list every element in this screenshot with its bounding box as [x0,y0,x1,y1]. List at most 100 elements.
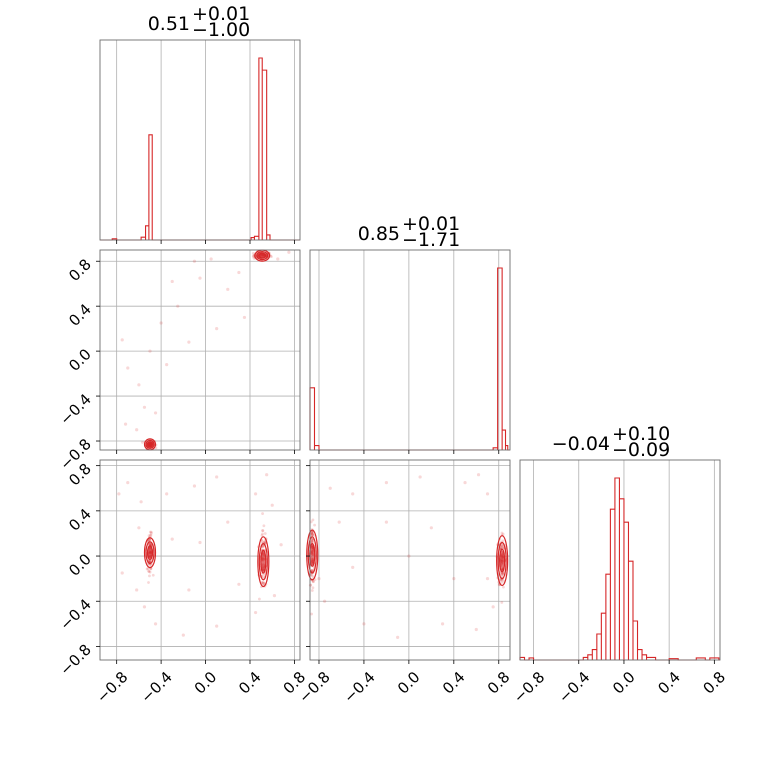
cluster-point [148,559,152,563]
scatter-point-1 [139,500,143,504]
density-core [261,551,266,572]
cluster-point [149,567,153,571]
density-contour-0 [146,441,154,448]
cluster-point [148,543,152,546]
scatter-point-1 [351,492,355,496]
scatter-point-19 [142,605,147,609]
scatter-point-10 [181,633,185,637]
cluster-point [500,580,504,584]
scatter-point-3 [418,475,422,479]
cluster-point [310,538,314,542]
scatter-point-18 [337,520,341,524]
scatter-point-8 [253,610,258,615]
density-core [259,253,266,258]
cluster-point [148,530,152,534]
density-contour-0 [260,549,267,574]
panel-2-2: −0.8 −0.4 0.0 0.4 0.8 [510,459,729,707]
scatter-point-14 [170,537,174,541]
scatter-point-4 [120,338,124,342]
cluster-point [500,531,504,535]
scatter-point-19 [287,250,291,254]
cluster-point [501,571,505,575]
cluster-point [310,531,313,535]
scatter-point-8 [153,411,158,415]
cluster-point [310,569,314,572]
histogram-param-1 [309,267,510,451]
cluster-point [311,518,315,522]
panel-frame [99,39,301,241]
cluster-point [500,544,504,548]
cluster-point [149,559,152,563]
scatter-point-11 [323,599,327,603]
title-minus-error: −1.71 [402,229,460,251]
cluster-point [263,541,267,545]
cluster-point [149,531,153,535]
scatter-point-13 [237,270,241,275]
title-param-0: 0.51 +0.01−1.00 [148,3,251,41]
y-tick-label-3: 0.4 [65,300,95,330]
cluster-point [145,567,149,571]
cluster-point [500,571,504,575]
cluster-point [147,539,151,542]
cluster-point [147,559,151,563]
cluster-point [311,533,314,537]
scatter-point-9 [215,624,219,628]
scatter-point-8 [440,622,445,626]
cluster-point [146,567,150,571]
density-contour-2 [257,536,270,588]
panel-frame [309,249,511,451]
scatter-point-2 [384,480,389,485]
density-core [147,546,153,559]
scatter-point-0 [126,480,130,485]
cluster-point [310,569,314,572]
cluster-point [251,252,255,255]
x-tick-label-2: 0.0 [191,668,221,698]
cluster-point [309,573,313,577]
density-contour-0 [258,252,267,259]
cluster-point [148,534,152,537]
scatter-point-5 [485,492,490,496]
cluster-point [261,582,265,585]
cluster-point [148,563,151,567]
cluster-point [500,543,504,547]
y-tick-label-1: −0.4 [56,595,94,633]
cluster-point [148,538,151,542]
scatter-point-14 [242,315,247,320]
scatter-point-16 [148,349,152,353]
cluster-point [501,572,505,576]
cluster-point [311,531,315,535]
cluster-point [310,540,314,543]
cluster-point [149,534,153,537]
scatter-point-6 [491,605,495,609]
x-tick-label-2: 0.0 [609,668,639,698]
cluster-point [148,574,151,578]
title-minus-error: −1.00 [192,19,250,41]
x-tick-label-0: −0.8 [510,668,548,706]
cluster-point [500,601,504,604]
scatter-point-2 [176,304,180,308]
title-minus-error: −0.09 [612,439,670,461]
cluster-point [149,530,153,534]
panel-0-0 [99,39,301,244]
cluster-1 [141,438,158,451]
cluster-point [263,541,267,545]
cluster-point [148,542,152,545]
cluster-0 [251,249,273,262]
cluster-point [262,545,265,548]
cluster-point [148,570,152,574]
cluster-point [262,524,266,528]
cluster-point [311,539,315,543]
panel-1-1 [309,249,511,454]
title-param-2: −0.04 +0.10−0.09 [552,423,670,461]
cluster-point [310,533,314,537]
scatter-point-6 [137,383,141,387]
cluster-point [500,573,504,576]
cluster-point [261,580,265,584]
scatter-point-5 [253,492,258,496]
cluster-point [312,534,316,537]
scatter-point-7 [272,593,277,598]
x-tick-label-3: 0.4 [439,668,469,698]
cluster-point [147,581,150,584]
cluster-point [310,540,313,544]
scatter-point-6 [270,503,274,507]
